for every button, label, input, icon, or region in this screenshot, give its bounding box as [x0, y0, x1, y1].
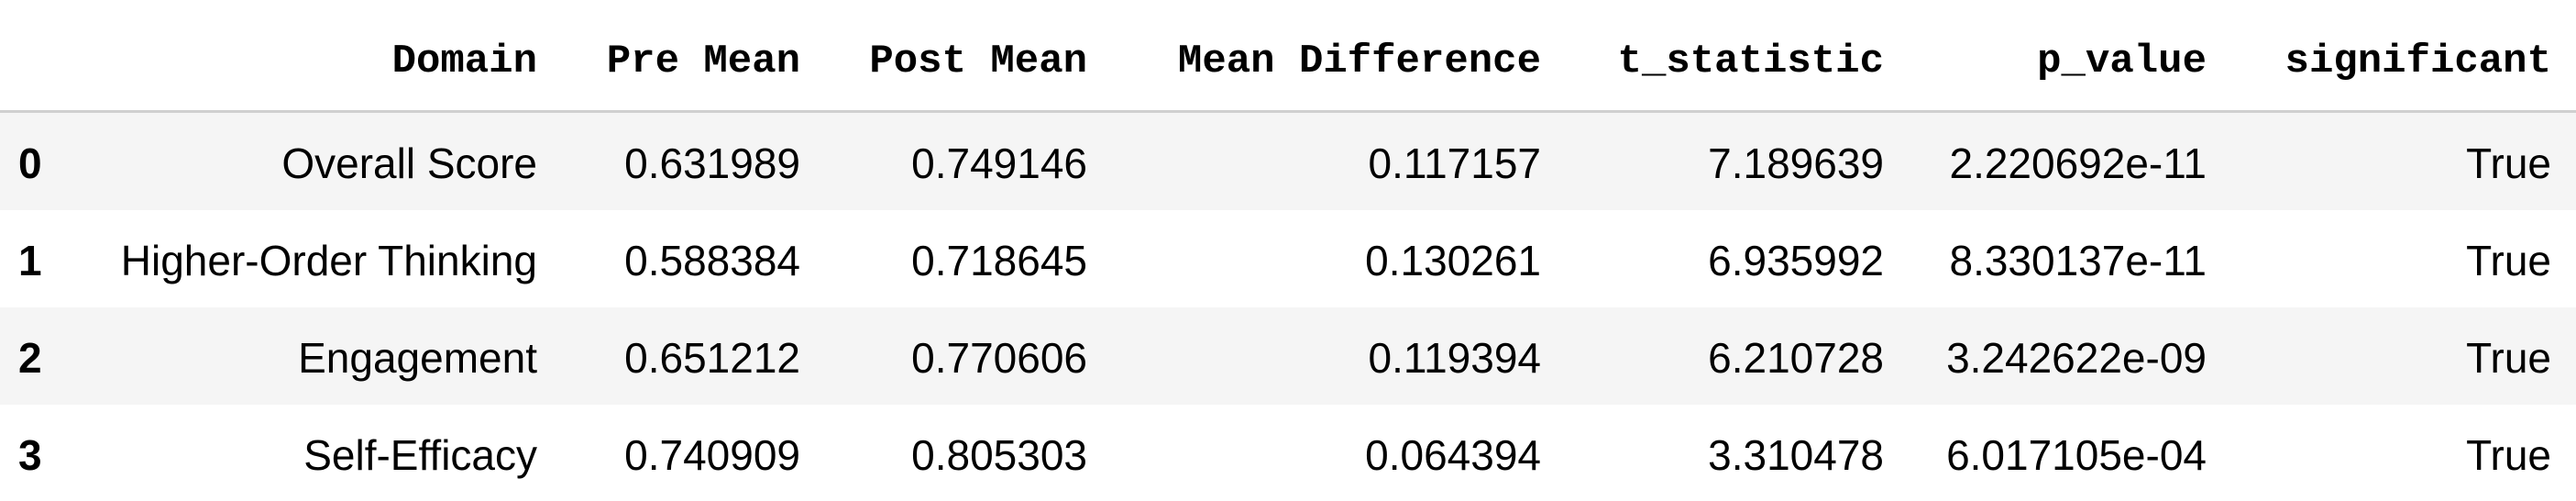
- table-cell: True: [2466, 139, 2551, 187]
- column-header: Post Mean: [869, 39, 1087, 84]
- row-index: 0: [18, 139, 42, 187]
- table-cell: 6.935992: [1708, 237, 1884, 284]
- table-row: 3 Self-Efficacy 0.740909 0.805303 0.064394 3.…: [0, 405, 2576, 501]
- table-cell: 0.588384: [624, 237, 800, 284]
- column-header: p_value: [2037, 39, 2207, 84]
- table-cell: 8.330137e-11: [1949, 237, 2207, 284]
- table-cell: 0.119394: [1368, 334, 1541, 382]
- table-cell: True: [2466, 237, 2551, 284]
- column-header: Domain: [391, 39, 537, 84]
- column-header: Mean Difference: [1177, 39, 1541, 84]
- table-row: 2 Engagement 0.651212 0.770606 0.119394 6.210…: [0, 307, 2576, 405]
- row-index: 2: [18, 334, 42, 382]
- table-row: 0 Overall Score 0.631989 0.749146 0.117157 7.…: [0, 113, 2576, 210]
- table-cell: 0.117157: [1368, 139, 1541, 187]
- table-cell: 3.310478: [1708, 431, 1884, 479]
- table-cell: 7.189639: [1708, 139, 1884, 187]
- table-cell: True: [2466, 431, 2551, 479]
- table-cell: 6.017105e-04: [1946, 431, 2207, 479]
- table-cell: 0.718645: [911, 237, 1087, 284]
- table-cell: Higher-Order Thinking: [120, 237, 537, 284]
- row-index: 1: [18, 237, 42, 284]
- table-cell: 0.805303: [911, 431, 1087, 479]
- column-header: t_statistic: [1617, 39, 1884, 84]
- table-cell: Self-Efficacy: [303, 431, 537, 479]
- table-cell: 0.770606: [911, 334, 1087, 382]
- table-cell: 0.130261: [1365, 237, 1541, 284]
- table-cell: 0.631989: [624, 139, 800, 187]
- table-cell: 0.740909: [624, 431, 800, 479]
- table-cell: 0.749146: [911, 139, 1087, 187]
- table-cell: 0.064394: [1365, 431, 1541, 479]
- table-cell: Engagement: [298, 334, 537, 382]
- table-cell: Overall Score: [281, 139, 537, 187]
- header-row: Domain Pre Mean Post Mean Mean Difference t_…: [0, 0, 2576, 113]
- table-cell: True: [2466, 334, 2551, 382]
- column-header: significant: [2284, 39, 2551, 84]
- table-cell: 3.242622e-09: [1946, 334, 2207, 382]
- table-cell: 2.220692e-11: [1949, 139, 2207, 187]
- row-index: 3: [18, 431, 42, 479]
- table-cell: 0.651212: [624, 334, 800, 382]
- table-row: 1 Higher-Order Thinking 0.588384 0.718645 0.…: [0, 210, 2576, 307]
- column-header: Pre Mean: [606, 39, 800, 84]
- table-cell: 6.210728: [1708, 334, 1884, 382]
